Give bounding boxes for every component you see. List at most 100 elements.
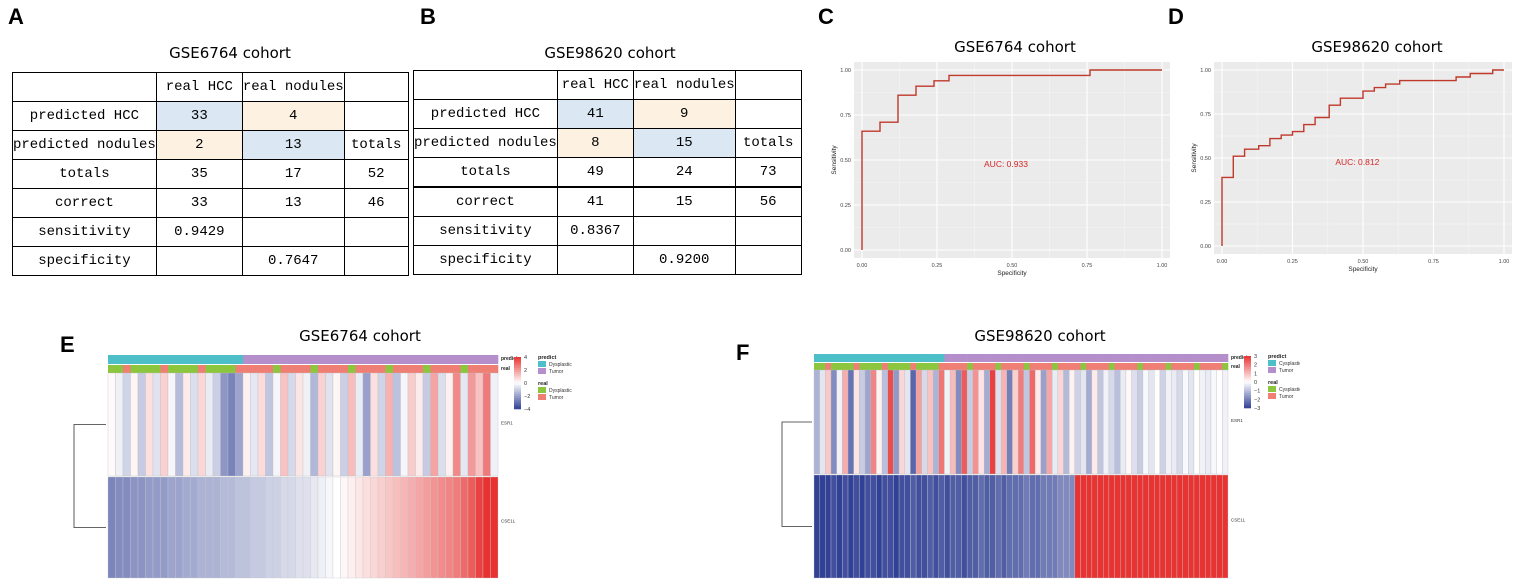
predict-annotation-cell	[1188, 354, 1195, 362]
heatmap-cell	[1057, 474, 1064, 579]
legend-entry: Dysplastic	[549, 388, 572, 394]
color-scale-segment	[514, 385, 521, 388]
predict-annotation-cell	[1091, 354, 1098, 362]
heatmap-cell	[287, 476, 296, 579]
predict-annotation-cell	[859, 354, 866, 362]
heatmap-cell	[1108, 369, 1115, 475]
real-annotation-cell	[153, 365, 161, 373]
row-label: totals	[413, 157, 558, 188]
predict-annotation-cell	[235, 355, 244, 364]
real-annotation-cell	[904, 363, 911, 370]
y-tick-label: 0.50	[1200, 156, 1211, 162]
predict-annotation-cell	[893, 354, 900, 362]
heatmap-cell	[1171, 369, 1178, 475]
real-annotation-cell	[1057, 363, 1064, 370]
row-label: ESR1	[501, 421, 513, 426]
predict-annotation-cell	[972, 354, 979, 362]
real-annotation-cell	[258, 365, 266, 373]
real-annotation-cell	[265, 365, 274, 373]
heatmap-cell	[115, 372, 124, 477]
color-scale-segment	[514, 367, 521, 371]
heatmap-cell	[430, 372, 439, 477]
heatmap-cell	[250, 372, 259, 477]
real-annotation-cell	[310, 365, 319, 373]
heatmap-cell	[893, 474, 900, 579]
table-cell: 0.9429	[155, 217, 243, 247]
real-annotation-cell	[933, 363, 940, 370]
color-scale-segment	[514, 406, 521, 410]
predict-annotation-cell	[1205, 354, 1212, 362]
heatmap-cell	[1131, 369, 1138, 475]
table-cell: 0.8367	[556, 216, 634, 246]
real-annotation-cell	[967, 363, 974, 370]
heatmap-cell	[1171, 474, 1178, 579]
real-annotation-cell	[1114, 363, 1121, 370]
table-cell: 13	[241, 188, 345, 218]
x-tick-label: 0.25	[932, 263, 943, 269]
predict-annotation-cell	[955, 354, 962, 362]
predict-annotation-cell	[288, 355, 296, 364]
legend-entry: Cysplastic	[1279, 387, 1300, 393]
heatmap-cell	[819, 369, 826, 475]
real-annotation-cell	[108, 365, 116, 373]
row-label: specificity	[12, 246, 157, 276]
heatmap-cell	[280, 476, 289, 579]
real-annotation-cell	[468, 365, 476, 373]
heatmap-cell	[257, 372, 266, 477]
predict-annotation-cell	[904, 354, 911, 362]
heatmap-cell	[978, 474, 985, 579]
heatmap-cell	[825, 474, 832, 579]
heatmap-cell	[467, 476, 476, 579]
real-annotation-cell	[138, 365, 146, 373]
table-cell: 8	[556, 128, 634, 158]
predict-annotation-cell	[468, 355, 476, 364]
heatmap-cell	[955, 474, 962, 579]
color-scale-tick: 0	[1254, 380, 1257, 386]
real-annotation-cell	[220, 365, 229, 373]
real-annotation-cell	[483, 365, 491, 373]
real-annotation-cell	[1029, 363, 1036, 370]
heatmap-cell	[932, 369, 939, 475]
heatmap-cell	[1103, 474, 1110, 579]
real-annotation-cell	[115, 365, 124, 373]
color-scale-segment	[1244, 364, 1251, 368]
predict-annotation-cell	[250, 355, 259, 364]
heatmap-cell	[989, 474, 996, 579]
heatmap-cell	[1148, 474, 1155, 579]
predict-annotation-cell	[1165, 354, 1172, 362]
heatmap-cell	[1159, 369, 1166, 475]
color-scale-segment	[1244, 403, 1251, 407]
predict-annotation-cell	[363, 355, 371, 364]
predict-annotation-cell	[190, 355, 199, 364]
predict-annotation-cell	[175, 355, 184, 364]
real-annotation-cell	[944, 363, 951, 370]
real-annotation-cell	[175, 365, 184, 373]
panel-label-a: A	[8, 4, 24, 29]
real-annotation-cell	[984, 363, 991, 370]
predict-annotation-cell	[160, 355, 169, 364]
heatmap-cell	[1222, 369, 1229, 475]
predict-annotation-cell	[423, 355, 431, 364]
predict-annotation-cell	[1222, 354, 1229, 362]
panel-a-title: GSE6764 cohort	[169, 44, 291, 62]
heatmap-cell	[1137, 474, 1144, 579]
table-cell	[241, 217, 345, 247]
row-label: totals	[12, 159, 157, 189]
color-scale-segment	[514, 404, 521, 408]
predict-annotation-cell	[393, 355, 401, 364]
heatmap-cell	[1120, 474, 1127, 579]
heatmap-cell	[347, 476, 356, 579]
heatmap-cell	[870, 369, 877, 475]
x-tick-label: 1.00	[1499, 259, 1510, 265]
table-cell: 33	[155, 188, 243, 218]
predict-annotation-cell	[318, 355, 326, 364]
heatmap-cell	[944, 474, 951, 579]
heatmap-cell	[1063, 369, 1070, 475]
predict-annotation-cell	[899, 354, 906, 362]
color-scale-tick: 2	[1254, 363, 1257, 369]
real-annotation-cell	[370, 365, 379, 373]
real-annotation-cell	[1171, 363, 1178, 370]
heatmap-f: predictrealESR1CSE1L3210−1−2−3predictCys…	[781, 354, 1300, 579]
predict-annotation-cell	[876, 354, 883, 362]
y-axis-label: Sensitivity	[1191, 143, 1198, 173]
